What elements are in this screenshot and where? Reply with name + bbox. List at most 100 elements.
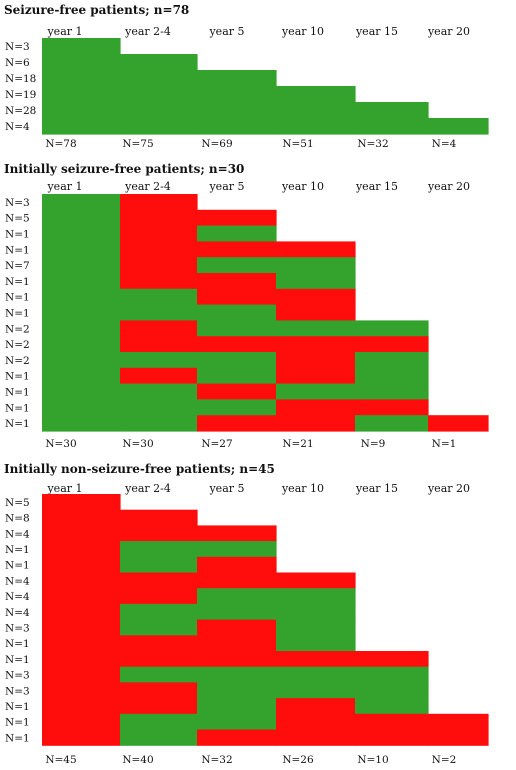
status-cell [197, 399, 277, 416]
status-cell [42, 556, 121, 574]
status-cell [197, 367, 277, 385]
status-cell [42, 209, 121, 227]
status-cell [355, 367, 429, 385]
status-cell [355, 320, 429, 337]
group-size-label: N=7 [5, 260, 30, 272]
status-cell [197, 118, 277, 135]
status-cell [276, 399, 356, 416]
period-header: year 10 [281, 180, 324, 193]
status-cell [120, 698, 198, 715]
status-cell [120, 541, 198, 558]
status-cell [197, 209, 277, 227]
panel-title: Initially non-seizure-free patients; n=4… [4, 462, 275, 476]
status-cell [42, 241, 121, 258]
status-cell [197, 383, 277, 400]
group-size-label: N=4 [5, 528, 30, 540]
period-header: year 1 [46, 25, 82, 38]
status-cell [276, 698, 356, 715]
status-cell [42, 525, 121, 542]
status-cell [197, 336, 277, 353]
status-cell [276, 304, 356, 321]
status-cell [276, 572, 356, 589]
column-total: N=10 [357, 754, 388, 766]
status-cell [197, 352, 277, 369]
status-cell [355, 415, 429, 432]
status-cell [42, 635, 121, 652]
status-cell [197, 729, 277, 746]
status-cell [197, 273, 277, 290]
period-header: year 15 [355, 482, 398, 495]
status-cell [120, 651, 198, 668]
period-header: year 1 [46, 180, 82, 193]
column-total: N=21 [282, 438, 313, 450]
column-total: N=69 [201, 138, 232, 150]
group-size-label: N=3 [5, 670, 30, 682]
status-cell [42, 572, 121, 589]
status-cell [120, 241, 198, 258]
group-size-label: N=6 [5, 57, 30, 69]
status-cell [355, 383, 429, 400]
status-cell [197, 415, 277, 432]
status-cell [120, 194, 198, 211]
panel-title: Initially seizure-free patients; n=30 [4, 162, 244, 176]
status-cell [276, 241, 356, 258]
period-header: year 2-4 [124, 482, 171, 495]
status-cell [355, 336, 429, 353]
status-cell [120, 54, 198, 71]
status-cell [276, 118, 356, 135]
status-cell [355, 666, 429, 683]
column-total: N=40 [122, 754, 153, 766]
group-size-label: N=1 [5, 292, 30, 304]
group-size-label: N=4 [5, 607, 30, 619]
status-cell [120, 556, 198, 574]
status-cell [197, 682, 277, 699]
status-cell [120, 304, 198, 321]
status-cell [197, 713, 277, 731]
period-header: year 5 [208, 482, 244, 495]
column-total: N=32 [201, 754, 232, 766]
group-size-label: N=3 [5, 197, 30, 209]
status-cell [120, 509, 198, 526]
status-cell [42, 102, 121, 119]
status-cell [355, 713, 429, 731]
period-header: year 5 [208, 180, 244, 193]
group-size-label: N=28 [5, 105, 36, 117]
status-cell [120, 572, 198, 589]
group-size-label: N=1 [5, 638, 30, 650]
status-cell [197, 225, 277, 242]
status-cell [42, 651, 121, 668]
status-cell [276, 682, 356, 699]
group-size-label: N=1 [5, 717, 30, 729]
column-total: N=32 [357, 138, 388, 150]
status-cell [276, 336, 356, 353]
status-cell [120, 352, 198, 369]
group-size-label: N=5 [5, 213, 30, 225]
status-cell [120, 415, 198, 432]
status-cell [197, 635, 277, 652]
column-total: N=26 [282, 754, 314, 766]
status-cell [42, 541, 121, 558]
status-cell [120, 102, 198, 119]
group-size-label: N=18 [5, 73, 36, 85]
period-header: year 20 [427, 482, 470, 495]
status-cell [197, 556, 277, 574]
group-size-label: N=3 [5, 622, 30, 634]
column-total: N=27 [201, 438, 232, 450]
status-cell [197, 304, 277, 321]
status-cell [355, 352, 429, 369]
period-header: year 2-4 [124, 25, 171, 38]
status-cell [276, 257, 356, 274]
status-cell [120, 288, 198, 306]
column-total: N=1 [432, 438, 457, 450]
group-size-label: N=1 [5, 276, 30, 288]
status-cell [42, 225, 121, 242]
period-header: year 10 [281, 482, 324, 495]
status-cell [120, 603, 198, 621]
status-cell [42, 194, 121, 211]
status-cell [42, 509, 121, 526]
status-cell [42, 383, 121, 400]
status-cell [276, 651, 356, 668]
status-cell [197, 320, 277, 337]
group-size-label: N=8 [5, 513, 30, 525]
